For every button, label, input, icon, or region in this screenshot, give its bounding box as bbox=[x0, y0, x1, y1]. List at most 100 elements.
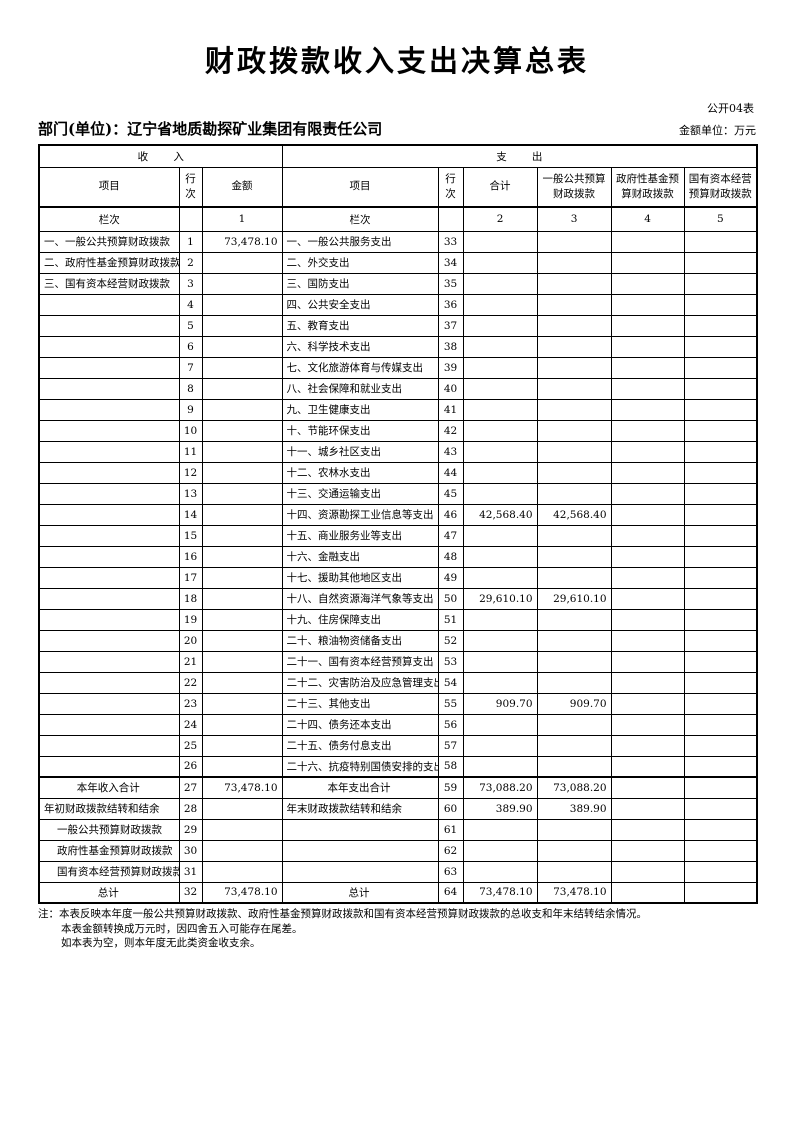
income-item-cell bbox=[38, 734, 180, 757]
expense-general-budget-cell bbox=[536, 251, 612, 274]
expense-item-cell: 六、科学技术支出 bbox=[281, 335, 439, 358]
expense-general-budget-cell bbox=[536, 230, 612, 253]
table-row: 24 二十四、债务还本支出 56 bbox=[38, 713, 758, 736]
income-amount-cell bbox=[201, 398, 283, 421]
footnotes: 注：本表反映本年度一般公共预算财政拨款、政府性基金预算财政拨款和国有资本经营预算… bbox=[38, 907, 756, 951]
expense-item-cell: 十二、农林水支出 bbox=[281, 461, 439, 484]
expense-item-cell: 九、卫生健康支出 bbox=[281, 398, 439, 421]
table-row: 22 二十二、灾害防治及应急管理支出 54 bbox=[38, 671, 758, 694]
lanci-cell: 4 bbox=[610, 206, 685, 232]
expense-item-cell: 五、教育支出 bbox=[281, 314, 439, 337]
expense-line-cell: 33 bbox=[437, 230, 464, 253]
expense-general-budget-cell bbox=[536, 482, 612, 505]
table-row: 三、国有资本经营财政拨款 3 三、国防支出 35 bbox=[38, 272, 758, 295]
income-line-cell: 13 bbox=[178, 482, 203, 505]
expense-line-cell: 54 bbox=[437, 671, 464, 694]
income-amount-cell: 73,478.10 bbox=[201, 230, 283, 253]
expense-total-cell bbox=[462, 650, 538, 673]
col-header-expense-line: 行次 bbox=[437, 166, 464, 208]
expense-state-capital-cell bbox=[683, 398, 758, 421]
income-line-cell: 17 bbox=[178, 566, 203, 589]
income-line-cell: 28 bbox=[178, 797, 203, 820]
income-line-cell: 20 bbox=[178, 629, 203, 652]
expense-gov-fund-cell bbox=[610, 440, 685, 463]
income-item-cell bbox=[38, 671, 180, 694]
table-row: 25 二十五、债务付息支出 57 bbox=[38, 734, 758, 757]
table-row: 12 十二、农林水支出 44 bbox=[38, 461, 758, 484]
table-row: 10 十、节能环保支出 42 bbox=[38, 419, 758, 442]
table-row: 15 十五、商业服务业等支出 47 bbox=[38, 524, 758, 547]
expense-total-cell bbox=[462, 860, 538, 883]
expense-item-cell: 十五、商业服务业等支出 bbox=[281, 524, 439, 547]
income-amount-cell bbox=[201, 860, 283, 883]
expense-item-cell: 十三、交通运输支出 bbox=[281, 482, 439, 505]
income-amount-cell bbox=[201, 440, 283, 463]
expense-total-cell bbox=[462, 629, 538, 652]
income-item-cell bbox=[38, 692, 180, 715]
income-amount-cell bbox=[201, 608, 283, 631]
expense-line-cell: 39 bbox=[437, 356, 464, 379]
expense-general-budget-cell: 73,478.10 bbox=[536, 881, 612, 904]
expense-gov-fund-cell bbox=[610, 545, 685, 568]
expense-line-cell: 35 bbox=[437, 272, 464, 295]
expense-state-capital-cell bbox=[683, 566, 758, 589]
income-section-header: 收入 bbox=[38, 144, 283, 168]
income-line-cell: 14 bbox=[178, 503, 203, 526]
expense-gov-fund-cell bbox=[610, 650, 685, 673]
expense-line-cell: 60 bbox=[437, 797, 464, 820]
income-line-cell: 21 bbox=[178, 650, 203, 673]
expense-general-budget-cell bbox=[536, 356, 612, 379]
table-row: 6 六、科学技术支出 38 bbox=[38, 335, 758, 358]
expense-item-cell: 二十五、债务付息支出 bbox=[281, 734, 439, 757]
expense-state-capital-cell bbox=[683, 335, 758, 358]
expense-gov-fund-cell bbox=[610, 251, 685, 274]
income-line-cell: 6 bbox=[178, 335, 203, 358]
expense-total-cell bbox=[462, 335, 538, 358]
income-item-cell: 三、国有资本经营财政拨款 bbox=[38, 272, 180, 295]
income-amount-cell bbox=[201, 797, 283, 820]
column-header-row: 项目 行次 金额 项目 行次 合计 一般公共预算财政拨款 政府性基金预算财政拨款… bbox=[38, 166, 758, 208]
expense-general-budget-cell bbox=[536, 461, 612, 484]
income-line-cell: 1 bbox=[178, 230, 203, 253]
income-item-cell bbox=[38, 545, 180, 568]
expense-general-budget-cell bbox=[536, 272, 612, 295]
expense-gov-fund-cell bbox=[610, 713, 685, 736]
expense-state-capital-cell bbox=[683, 545, 758, 568]
expense-general-budget-cell bbox=[536, 335, 612, 358]
expense-general-budget-cell bbox=[536, 713, 612, 736]
income-amount-cell bbox=[201, 755, 283, 778]
expense-section-title: 支出 bbox=[496, 150, 568, 163]
expense-item-cell: 十一、城乡社区支出 bbox=[281, 440, 439, 463]
income-line-cell: 3 bbox=[178, 272, 203, 295]
income-item-cell: 总计 bbox=[38, 881, 180, 904]
expense-line-cell: 44 bbox=[437, 461, 464, 484]
expense-gov-fund-cell bbox=[610, 860, 685, 883]
expense-total-cell bbox=[462, 545, 538, 568]
expense-general-budget-cell bbox=[536, 314, 612, 337]
expense-general-budget-cell bbox=[536, 839, 612, 862]
income-line-cell: 9 bbox=[178, 398, 203, 421]
expense-state-capital-cell bbox=[683, 692, 758, 715]
income-item-cell bbox=[38, 566, 180, 589]
expense-general-budget-cell bbox=[536, 440, 612, 463]
table-row: 18 十八、自然资源海洋气象等支出 50 29,610.10 29,610.10 bbox=[38, 587, 758, 610]
expense-general-budget-cell bbox=[536, 818, 612, 841]
income-line-cell: 27 bbox=[178, 776, 203, 799]
table-row: 17 十七、援助其他地区支出 49 bbox=[38, 566, 758, 589]
expense-state-capital-cell bbox=[683, 839, 758, 862]
expense-total-cell bbox=[462, 251, 538, 274]
expense-total-cell bbox=[462, 314, 538, 337]
col-header-income-item: 项目 bbox=[38, 166, 180, 208]
table-row: 总计 32 73,478.10 总计 64 73,478.10 73,478.10 bbox=[38, 881, 758, 904]
income-line-cell: 2 bbox=[178, 251, 203, 274]
income-amount-cell bbox=[201, 629, 283, 652]
income-item-cell bbox=[38, 377, 180, 400]
expense-gov-fund-cell bbox=[610, 629, 685, 652]
col-header-income-line: 行次 bbox=[178, 166, 203, 208]
expense-line-cell: 34 bbox=[437, 251, 464, 274]
expense-state-capital-cell bbox=[683, 629, 758, 652]
income-item-cell: 一、一般公共预算财政拨款 bbox=[38, 230, 180, 253]
expense-line-cell: 42 bbox=[437, 419, 464, 442]
income-item-cell bbox=[38, 314, 180, 337]
